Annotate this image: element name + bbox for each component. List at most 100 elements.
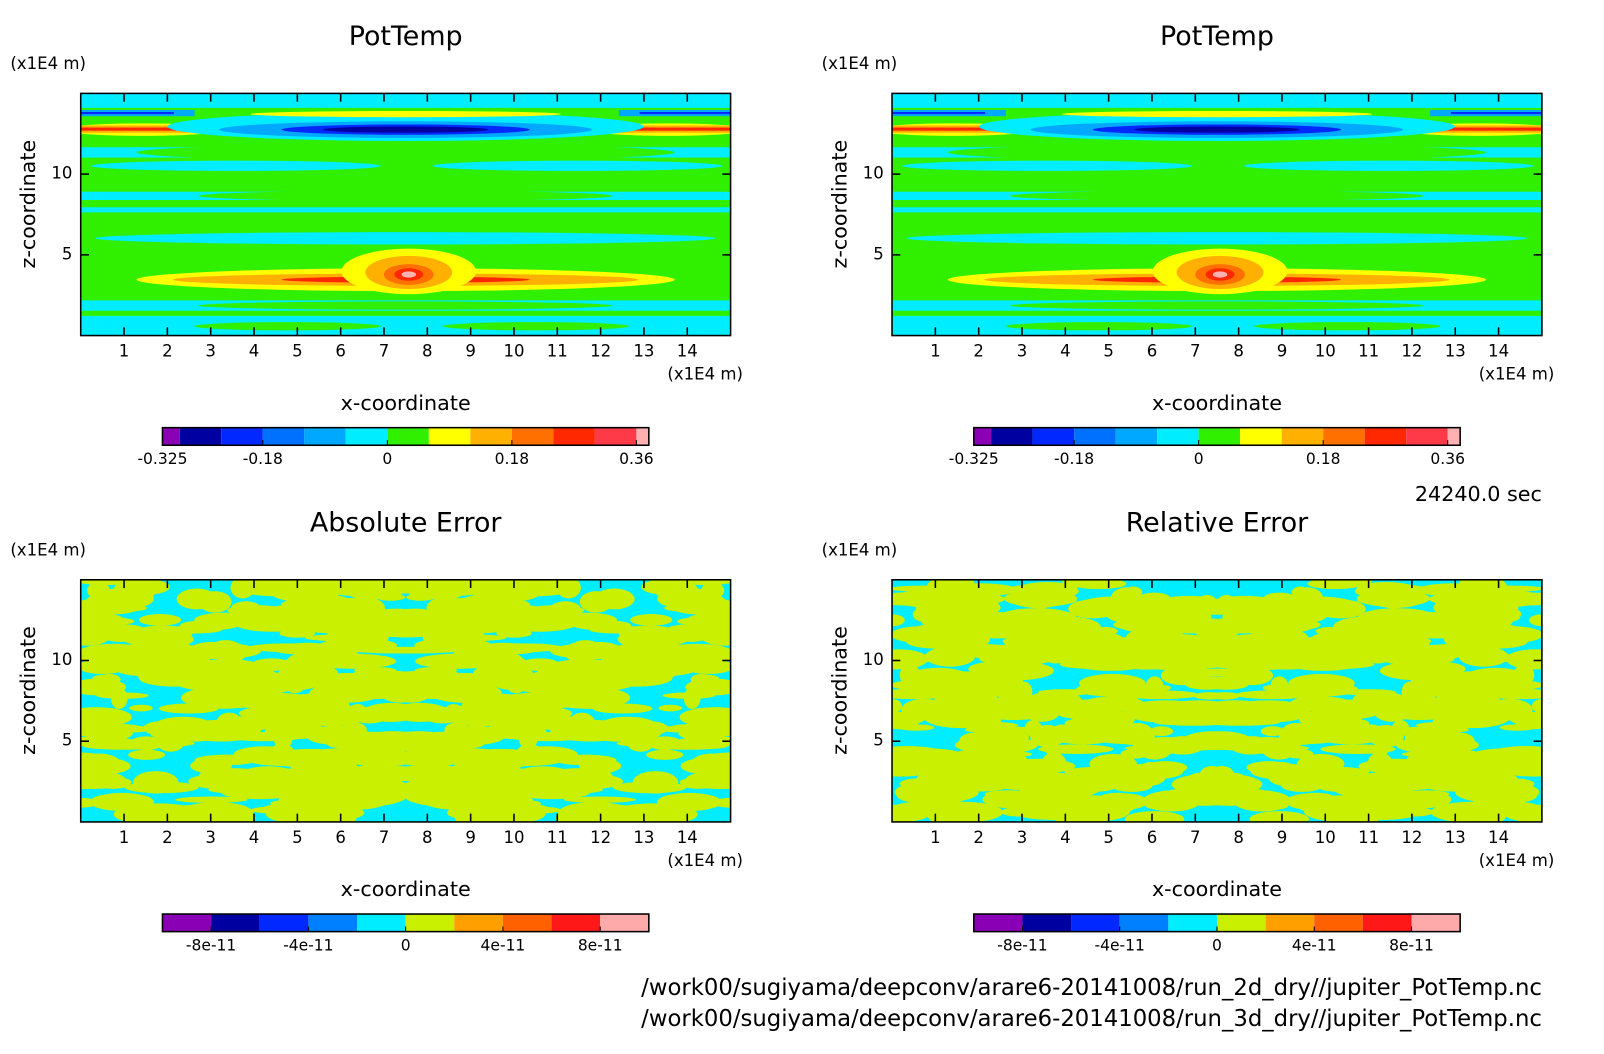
x-tick-label: 3 [205,828,216,847]
contour-fill [1410,672,1488,688]
contour-fill [617,629,685,649]
contour-fill [401,747,464,768]
contour-fill [276,718,323,740]
contour-field [80,93,731,336]
contour-fill [457,593,522,614]
x-tick-label: 8 [1233,342,1244,361]
contour-fill [1407,741,1479,749]
contour-fill [892,649,928,670]
contour-fill [346,768,378,785]
contour-fill [128,749,166,760]
x-unit: (x1E4 m) [667,851,743,870]
colorbar-segment [1032,427,1075,446]
contour-fill [679,592,727,615]
contour-fill [233,613,312,632]
colorbar-segment [1362,914,1412,932]
contour-fill [948,683,1030,697]
colorbar-segment [1157,427,1199,446]
contour-fill [342,722,367,737]
contour-fill [1024,720,1043,737]
contour-fill [1079,673,1146,693]
contour-fill [621,658,700,677]
contour-fill [1326,805,1412,812]
contour-fill [80,93,731,108]
contour-fill [1061,110,1373,118]
contour-fill [1480,801,1541,814]
contour-fill [288,650,353,670]
contour-fill [1149,726,1174,737]
contour-fill [1243,160,1534,172]
colorbar-segment [304,427,346,446]
contour-fill [1357,596,1408,605]
contour-fill [926,579,971,598]
contour-fill [458,650,524,670]
contour-fill [175,796,248,803]
contour-fill [1496,592,1542,606]
x-tick-label: 9 [465,828,476,847]
contour-fill [247,643,332,653]
contour-fill [1254,322,1441,331]
contour-fill [976,592,1000,610]
y-tick-label: 10 [863,164,884,183]
colorbar-tick-label: 0 [401,937,411,955]
contour-fill [286,694,348,713]
contour-fill [1191,731,1252,750]
x-axis-label: x-coordinate [341,391,471,415]
contour-fill [408,579,435,600]
colorbar-segment [405,914,455,932]
x-tick-label: 2 [973,342,984,361]
contour-fill [639,112,731,115]
x-tick-label: 8 [422,342,433,361]
contour-fill [1371,746,1389,756]
contour-fill [198,301,613,310]
contour-fill [178,652,223,660]
contour-fill [279,629,316,638]
contour-fill [632,771,679,794]
contour-fill [892,699,903,714]
contour-fill [657,792,722,812]
contour-fill [984,790,1031,798]
x-tick-label: 11 [1358,828,1379,847]
contour-fill [255,768,337,789]
contour-fill [1403,683,1486,697]
colorbar-tick-label: -8e-11 [186,937,236,955]
colorbar-segment [428,427,471,446]
colorbar-segment [600,914,649,932]
contour-fill [947,144,1487,161]
colorbar-tick-label: -8e-11 [997,937,1047,955]
colorbar-segment [502,914,552,932]
colorbar-tick-label: -0.18 [243,450,283,468]
contour-fill [892,93,1542,108]
contour-fill [898,724,935,731]
contour-fill [1155,790,1179,803]
colorbar-segment [454,914,503,932]
x-tick-label: 11 [547,342,568,361]
colorbar-segment [991,427,1033,446]
contour-fill [322,126,489,133]
colorbar-tick-label: 0.18 [495,450,530,468]
colorbar-segment [1022,914,1072,932]
contour-fill [1477,688,1542,700]
contour-fill [1391,720,1410,737]
contour-fill [1068,599,1119,619]
colorbar-segment [973,427,992,446]
y-tick-label: 10 [51,650,72,669]
x-unit: (x1E4 m) [1479,851,1555,870]
contour-fill [1090,626,1119,636]
colorbar-segment [1447,427,1461,446]
contour-fill [564,721,641,734]
contour-fill [1529,614,1542,626]
contour-fill [133,771,179,794]
contour-fill [1226,633,1303,644]
colorbar-segment [1323,427,1365,446]
contour-fill [892,688,957,700]
contour-fill [375,672,440,692]
contour-fill [1019,780,1100,799]
contour-fill [136,144,675,161]
contour-fill [1198,594,1217,609]
contour-fill [1099,772,1147,780]
x-unit: (x1E4 m) [1479,364,1555,383]
x-tick-label: 8 [422,828,433,847]
contour-fill [912,604,973,624]
